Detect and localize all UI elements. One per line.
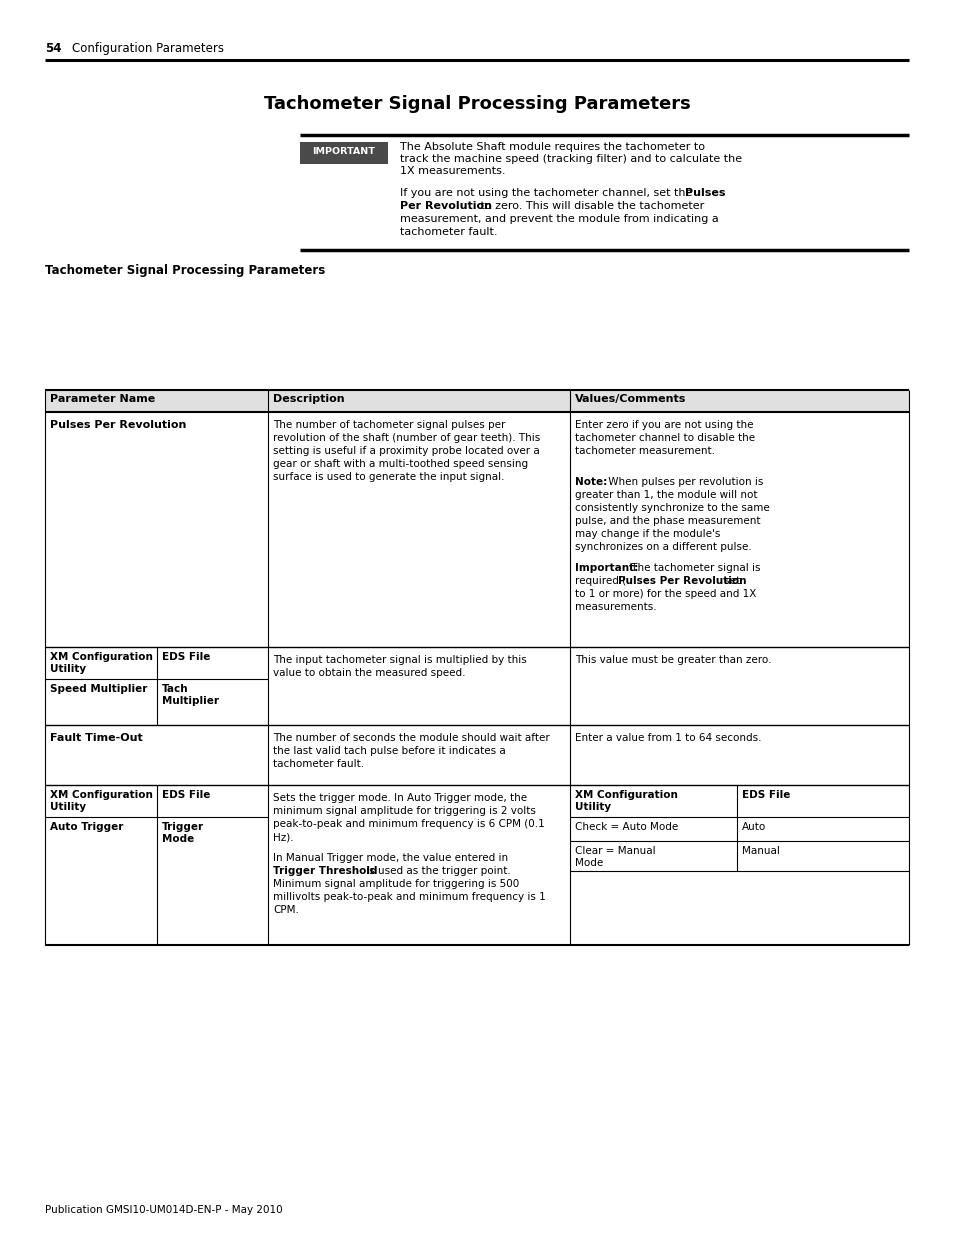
Text: Auto: Auto (741, 823, 765, 832)
Text: Minimum signal amplitude for triggering is 500: Minimum signal amplitude for triggering … (273, 879, 518, 889)
Text: Pulses Per Revolution: Pulses Per Revolution (50, 420, 186, 430)
Text: Values/Comments: Values/Comments (575, 394, 685, 404)
Text: Note:: Note: (575, 477, 607, 487)
Text: The Absolute Shaft module requires the tachometer to: The Absolute Shaft module requires the t… (399, 142, 704, 152)
Text: Manual: Manual (741, 846, 779, 856)
Text: Mode: Mode (575, 858, 602, 868)
Text: Hz).: Hz). (273, 832, 294, 842)
Text: Trigger Threshold: Trigger Threshold (273, 866, 377, 876)
Text: Per Revolution: Per Revolution (399, 201, 492, 211)
Text: Auto Trigger: Auto Trigger (50, 823, 123, 832)
Text: The tachometer signal is: The tachometer signal is (627, 563, 760, 573)
Text: measurement, and prevent the module from indicating a: measurement, and prevent the module from… (399, 214, 718, 224)
Text: 54: 54 (45, 42, 61, 56)
Text: Mode: Mode (162, 834, 194, 844)
Text: the last valid tach pulse before it indicates a: the last valid tach pulse before it indi… (273, 746, 505, 756)
Text: Utility: Utility (50, 802, 86, 811)
Text: This value must be greater than zero.: This value must be greater than zero. (575, 655, 771, 664)
Text: measurements.: measurements. (575, 601, 656, 613)
Text: Speed Multiplier: Speed Multiplier (50, 684, 147, 694)
Text: may change if the module's: may change if the module's (575, 529, 720, 538)
Text: The number of tachometer signal pulses per: The number of tachometer signal pulses p… (273, 420, 505, 430)
Text: peak-to-peak and minimum frequency is 6 CPM (0.1: peak-to-peak and minimum frequency is 6 … (273, 819, 544, 829)
Text: gear or shaft with a multi-toothed speed sensing: gear or shaft with a multi-toothed speed… (273, 459, 528, 469)
Text: If you are not using the tachometer channel, set the: If you are not using the tachometer chan… (399, 188, 695, 198)
Text: EDS File: EDS File (162, 790, 211, 800)
Text: to zero. This will disable the tachometer: to zero. This will disable the tachomete… (476, 201, 703, 211)
Text: The number of seconds the module should wait after: The number of seconds the module should … (273, 734, 549, 743)
Text: Description: Description (273, 394, 344, 404)
Text: The input tachometer signal is multiplied by this: The input tachometer signal is multiplie… (273, 655, 526, 664)
Text: tachometer channel to disable the: tachometer channel to disable the (575, 433, 755, 443)
Text: greater than 1, the module will not: greater than 1, the module will not (575, 490, 757, 500)
Text: pulse, and the phase measurement: pulse, and the phase measurement (575, 516, 760, 526)
Text: tachometer fault.: tachometer fault. (273, 760, 364, 769)
Text: Enter a value from 1 to 64 seconds.: Enter a value from 1 to 64 seconds. (575, 734, 760, 743)
Text: surface is used to generate the input signal.: surface is used to generate the input si… (273, 472, 504, 482)
Text: Enter zero if you are not using the: Enter zero if you are not using the (575, 420, 753, 430)
Text: Check = Auto Mode: Check = Auto Mode (575, 823, 678, 832)
Text: to 1 or more) for the speed and 1X: to 1 or more) for the speed and 1X (575, 589, 756, 599)
Text: Parameter Name: Parameter Name (50, 394, 155, 404)
Text: Tachometer Signal Processing Parameters: Tachometer Signal Processing Parameters (263, 95, 690, 112)
Text: XM Configuration: XM Configuration (50, 790, 152, 800)
Text: tachometer measurement.: tachometer measurement. (575, 446, 714, 456)
Text: Pulses: Pulses (684, 188, 724, 198)
Text: EDS File: EDS File (741, 790, 789, 800)
Bar (45, 390, 908, 412)
Text: Utility: Utility (575, 802, 611, 811)
Bar (299, 142, 388, 164)
Text: When pulses per revolution is: When pulses per revolution is (604, 477, 762, 487)
Text: IMPORTANT: IMPORTANT (313, 147, 375, 156)
Text: XM Configuration: XM Configuration (575, 790, 678, 800)
Text: EDS File: EDS File (162, 652, 211, 662)
Text: Sets the trigger mode. In Auto Trigger mode, the: Sets the trigger mode. In Auto Trigger m… (273, 793, 527, 803)
Text: XM Configuration: XM Configuration (50, 652, 152, 662)
Text: value to obtain the measured speed.: value to obtain the measured speed. (273, 668, 465, 678)
Text: Trigger: Trigger (162, 823, 204, 832)
Text: is used as the trigger point.: is used as the trigger point. (363, 866, 510, 876)
Text: Tach: Tach (162, 684, 189, 694)
Text: Tachometer Signal Processing Parameters: Tachometer Signal Processing Parameters (45, 264, 325, 277)
Text: tachometer fault.: tachometer fault. (399, 227, 497, 237)
Text: track the machine speed (tracking filter) and to calculate the: track the machine speed (tracking filter… (399, 154, 741, 164)
Text: Important:: Important: (575, 563, 638, 573)
Text: Fault Time-Out: Fault Time-Out (50, 734, 143, 743)
Text: 1X measurements.: 1X measurements. (399, 165, 505, 177)
Text: In Manual Trigger mode, the value entered in: In Manual Trigger mode, the value entere… (273, 853, 508, 863)
Text: Publication GMSI10-UM014D-EN-P - May 2010: Publication GMSI10-UM014D-EN-P - May 201… (45, 1205, 282, 1215)
Text: synchronizes on a different pulse.: synchronizes on a different pulse. (575, 542, 751, 552)
Text: Multiplier: Multiplier (162, 697, 219, 706)
Text: consistently synchronize to the same: consistently synchronize to the same (575, 503, 769, 513)
Text: Pulses Per Revolution: Pulses Per Revolution (618, 576, 745, 585)
Text: Utility: Utility (50, 664, 86, 674)
Text: Clear = Manual: Clear = Manual (575, 846, 655, 856)
Text: CPM.: CPM. (273, 905, 298, 915)
Text: minimum signal amplitude for triggering is 2 volts: minimum signal amplitude for triggering … (273, 806, 536, 816)
Text: revolution of the shaft (number of gear teeth). This: revolution of the shaft (number of gear … (273, 433, 539, 443)
Text: set: set (720, 576, 740, 585)
Text: required (: required ( (575, 576, 625, 585)
Text: Configuration Parameters: Configuration Parameters (71, 42, 224, 56)
Text: setting is useful if a proximity probe located over a: setting is useful if a proximity probe l… (273, 446, 539, 456)
Text: millivolts peak-to-peak and minimum frequency is 1: millivolts peak-to-peak and minimum freq… (273, 892, 545, 902)
